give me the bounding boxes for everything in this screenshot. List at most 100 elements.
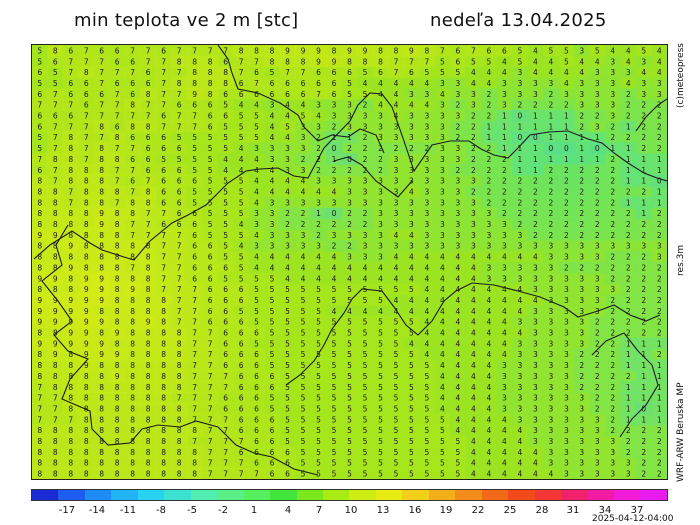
- scale-swatch: [84, 490, 112, 500]
- temperature-cell: [403, 45, 420, 57]
- temperature-cell: [496, 262, 513, 274]
- temperature-value: 8: [161, 318, 166, 327]
- temperature-value: 7: [177, 263, 182, 272]
- temperature-value: 3: [548, 253, 553, 262]
- temperature-value: 2: [471, 155, 476, 164]
- temperature-value: 6: [270, 415, 275, 424]
- temperature-value: 4: [456, 350, 461, 359]
- temperature-value: 0: [347, 155, 352, 164]
- temperature-cell: [481, 186, 498, 198]
- temperature-cell: [419, 196, 436, 209]
- temperature-cell: [341, 240, 358, 252]
- temperature-value: 1: [595, 133, 600, 142]
- temperature-value: 3: [471, 177, 476, 186]
- temperature-cell: [233, 294, 250, 306]
- temperature-cell: [403, 218, 420, 231]
- temperature-value: 4: [471, 253, 476, 262]
- temperature-cell: [558, 55, 575, 68]
- temperature-cell: [620, 240, 637, 252]
- temperature-value: 8: [84, 177, 89, 186]
- temperature-cell: [310, 196, 327, 209]
- temperature-value: 6: [254, 437, 259, 446]
- temperature-value: 2: [610, 198, 615, 207]
- temperature-cell: [450, 370, 467, 382]
- temperature-value: 6: [456, 46, 461, 55]
- temperature-value: 3: [564, 404, 569, 413]
- temperature-value: 4: [409, 187, 414, 196]
- temperature-value: 7: [84, 46, 89, 55]
- temperature-value: 4: [440, 253, 445, 262]
- temperature-value: 9: [130, 285, 135, 294]
- temperature-cell: [496, 110, 513, 122]
- temperature-cell: [481, 55, 498, 68]
- temperature-value: 8: [115, 459, 120, 468]
- temperature-cell: [155, 359, 172, 372]
- temperature-cell: [388, 142, 405, 155]
- temperature-value: 5: [301, 426, 306, 435]
- temperature-value: 6: [208, 112, 213, 121]
- temperature-value: 5: [409, 329, 414, 338]
- temperature-value: 4: [285, 112, 290, 121]
- temperature-cell: [233, 305, 250, 317]
- temperature-value: 3: [564, 318, 569, 327]
- temperature-cell: [109, 131, 126, 144]
- temperature-cell: [605, 294, 622, 306]
- temperature-cell: [589, 229, 606, 241]
- temperature-cell: [496, 207, 513, 220]
- temperature-value: 6: [208, 122, 213, 131]
- temperature-cell: [109, 370, 126, 382]
- temperature-cell: [93, 272, 111, 285]
- temperature-value: 3: [425, 231, 430, 240]
- temperature-value: 4: [502, 318, 507, 327]
- temperature-cell: [93, 55, 111, 68]
- temperature-cell: [32, 164, 49, 176]
- temperature-value: 7: [37, 383, 42, 392]
- temperature-cell: [574, 207, 591, 220]
- temperature-value: 8: [68, 209, 73, 218]
- temperature-cell: [264, 196, 281, 209]
- temperature-cell: [62, 66, 80, 79]
- temperature-cell: [465, 55, 482, 68]
- temperature-value: 2: [564, 198, 569, 207]
- temperature-value: 8: [53, 285, 58, 294]
- temperature-cell: [372, 240, 389, 252]
- temperature-value: 3: [595, 90, 600, 99]
- temperature-value: 5: [471, 57, 476, 66]
- temperature-value: 5: [378, 437, 383, 446]
- temperature-cell: [372, 77, 389, 89]
- temperature-value: 4: [440, 285, 445, 294]
- temperature-value: 6: [115, 79, 120, 88]
- temperature-cell: [543, 99, 560, 111]
- temperature-value: 8: [84, 415, 89, 424]
- temperature-cell: [217, 186, 234, 198]
- temperature-cell: [357, 359, 374, 372]
- temperature-cell: [202, 240, 219, 252]
- temperature-value: 3: [533, 242, 538, 251]
- temperature-value: 1: [548, 133, 553, 142]
- temperature-cell: [465, 424, 482, 437]
- temperature-cell: [496, 348, 513, 361]
- temperature-value: 5: [270, 404, 275, 413]
- temperature-cell: [326, 413, 343, 426]
- temperature-value: 9: [99, 350, 104, 359]
- temperature-value: 1: [626, 144, 631, 153]
- temperature-cell: [155, 424, 172, 437]
- temperature-value: 5: [332, 437, 337, 446]
- temperature-value: 5: [177, 133, 182, 142]
- temperature-cell: [651, 316, 667, 328]
- temperature-value: 7: [223, 459, 228, 468]
- temperature-cell: [295, 424, 312, 437]
- temperature-cell: [465, 413, 482, 426]
- temperature-cell: [62, 327, 80, 339]
- temperature-value: 2: [641, 296, 646, 305]
- temperature-cell: [450, 435, 467, 448]
- temperature-value: 4: [394, 307, 399, 316]
- temperature-value: 2: [595, 209, 600, 218]
- temperature-cell: [543, 120, 560, 133]
- temperature-cell: [202, 316, 219, 328]
- temperature-value: 3: [270, 220, 275, 229]
- temperature-value: 6: [68, 90, 73, 99]
- temperature-cell: [109, 316, 126, 328]
- temperature-value: 2: [595, 220, 600, 229]
- temperature-cell: [496, 392, 513, 404]
